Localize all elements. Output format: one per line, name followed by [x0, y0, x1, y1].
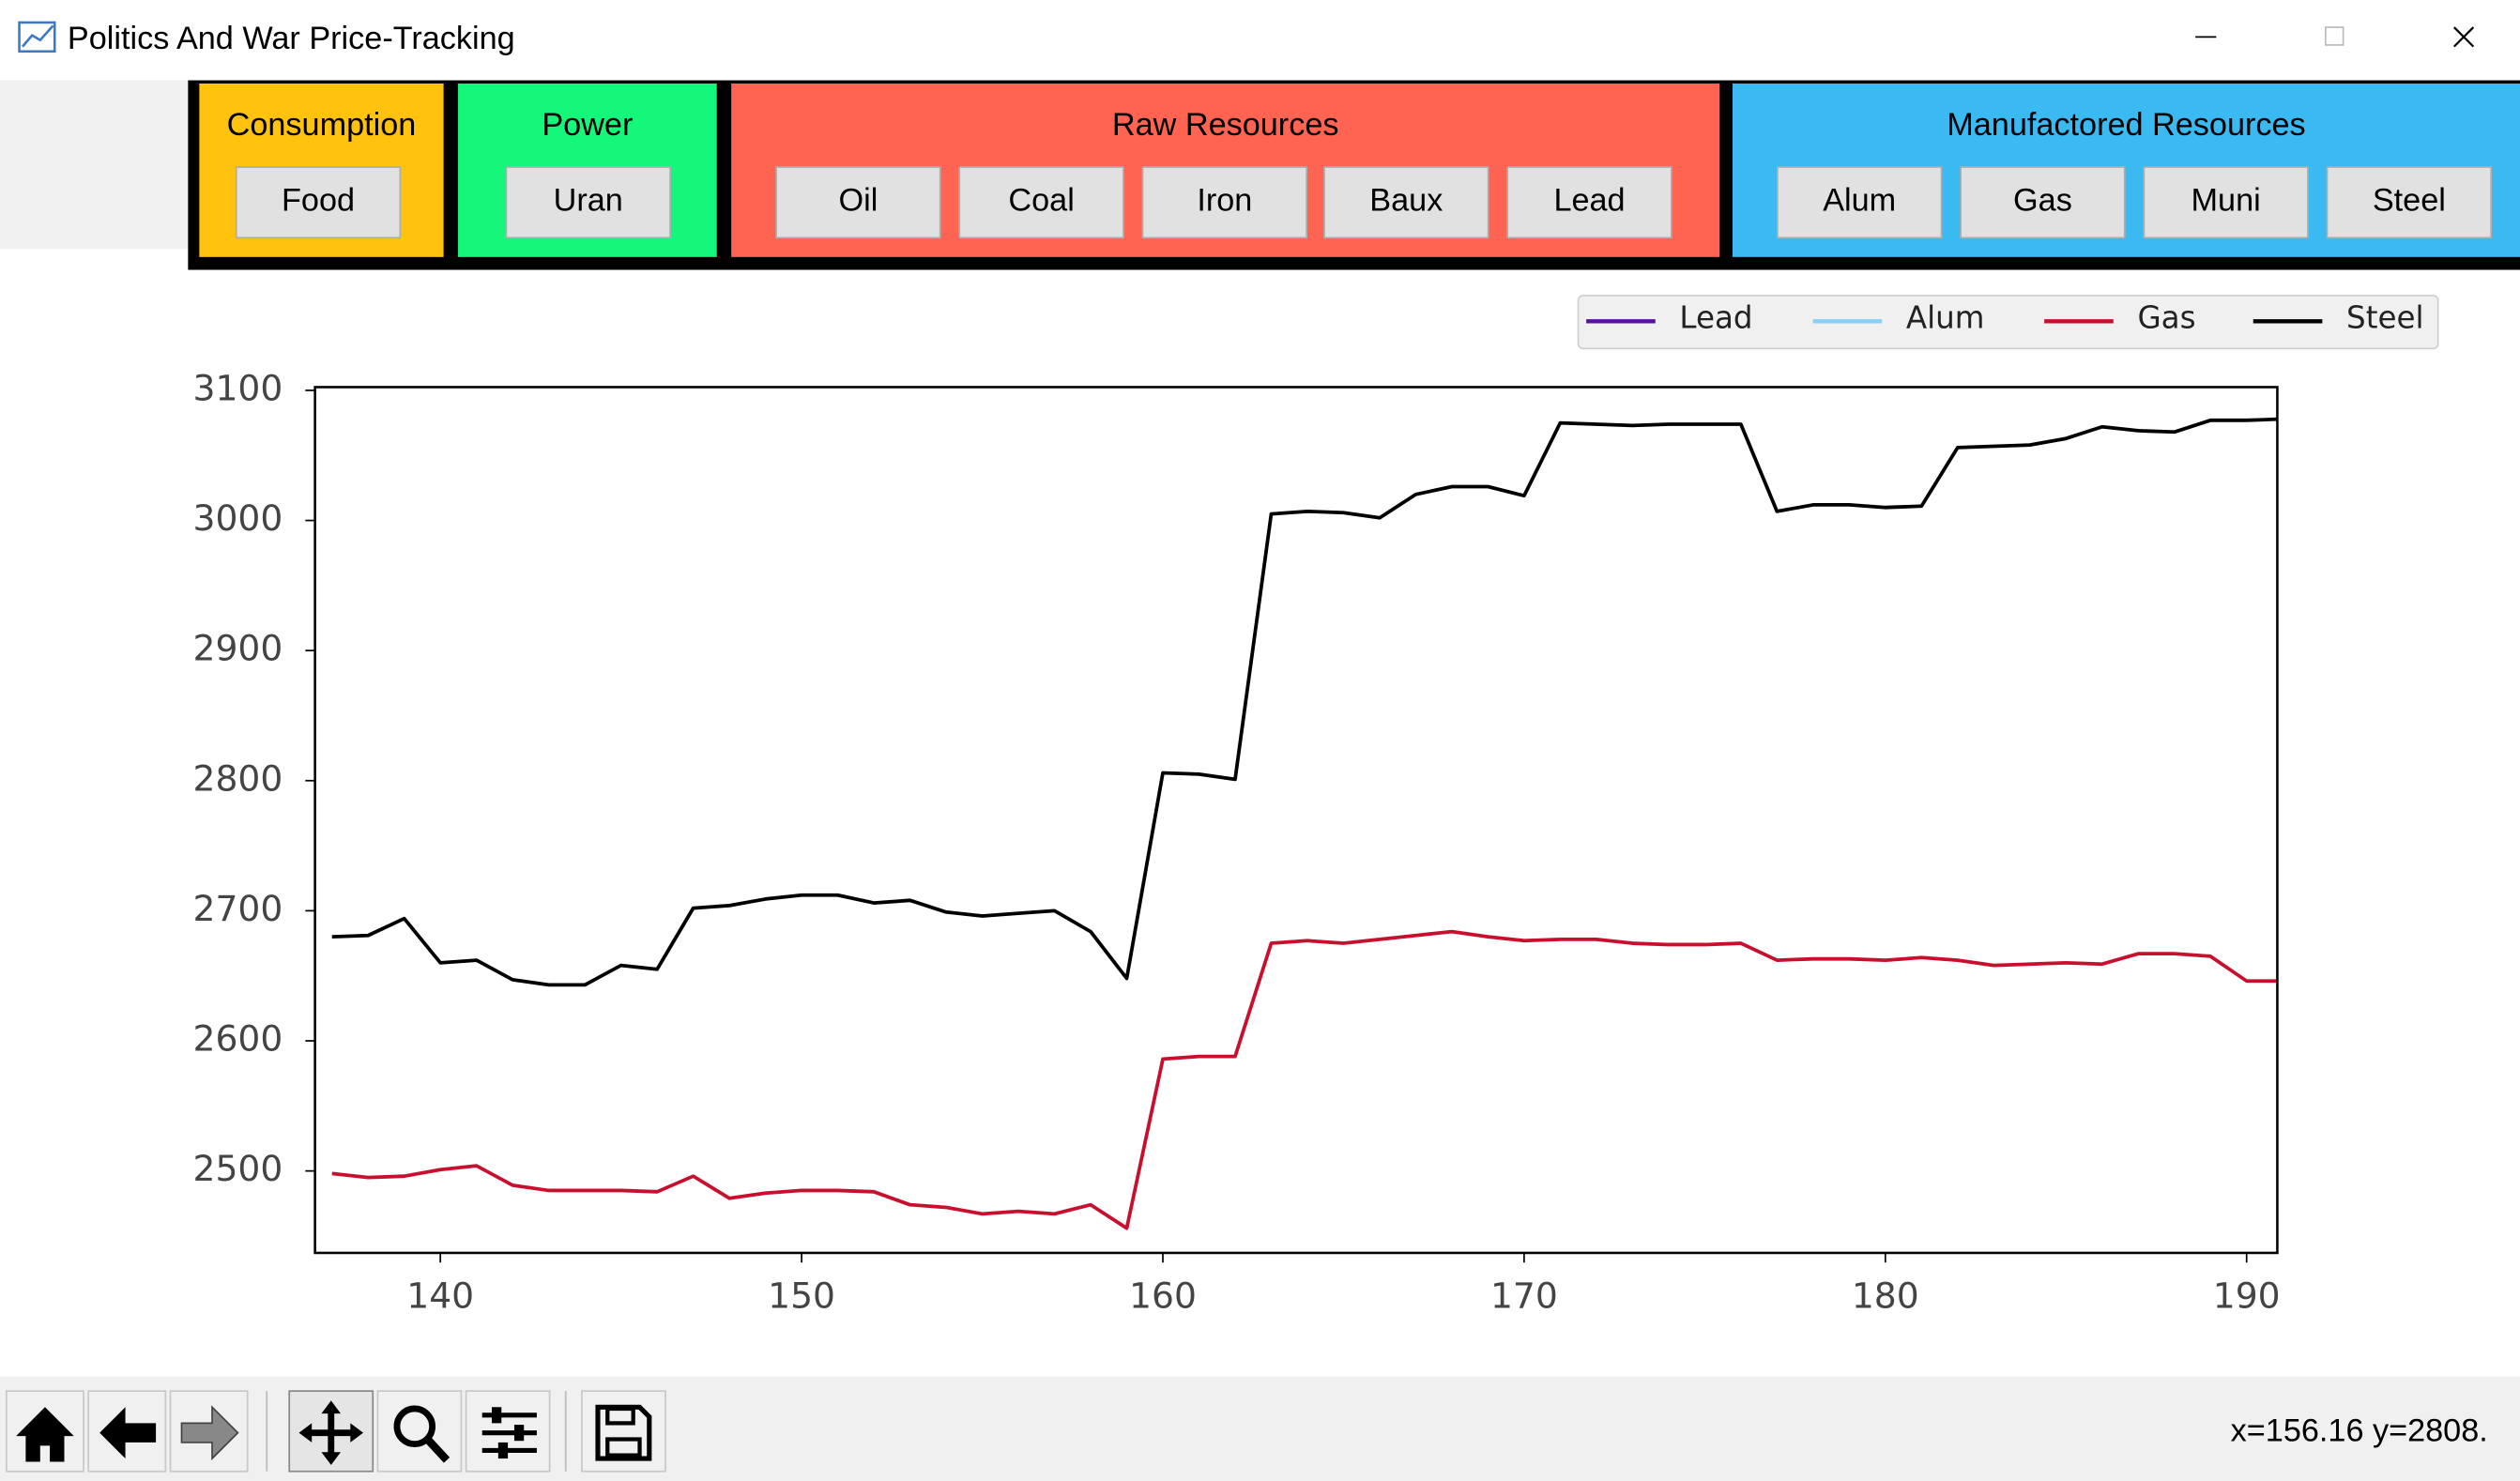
- legend-label: Alum: [1906, 300, 1985, 336]
- group-label: Raw Resources: [1112, 107, 1339, 143]
- button-face: [2143, 166, 2309, 239]
- button-label: Coal: [1008, 183, 1074, 219]
- legend-box: [1577, 295, 2439, 350]
- x-tick-label: 140: [406, 1275, 474, 1316]
- series-line: [331, 929, 2278, 1230]
- button-label: Steel: [2373, 183, 2446, 219]
- configure-button[interactable]: [465, 1390, 551, 1473]
- plot-frame: [313, 386, 2279, 1255]
- resource-button[interactable]: Iron: [1141, 166, 1308, 239]
- save-button[interactable]: [581, 1390, 666, 1473]
- button-label: Uran: [554, 183, 623, 219]
- button-face: [1323, 166, 1489, 239]
- group-label: Consumption: [227, 107, 417, 143]
- maximize-button[interactable]: [2324, 26, 2344, 46]
- resource-button[interactable]: Lead: [1506, 166, 1672, 239]
- x-tick-label: 160: [1129, 1275, 1197, 1316]
- button-label: Gas: [2013, 183, 2072, 219]
- back-button[interactable]: [87, 1390, 167, 1473]
- legend-label: Gas: [2137, 300, 2195, 336]
- button-face: [1141, 166, 1308, 239]
- resource-button[interactable]: Uran: [505, 166, 671, 239]
- home-button[interactable]: [5, 1390, 84, 1473]
- resource-button[interactable]: Gas: [1960, 166, 2126, 239]
- button-face: [1777, 166, 1943, 239]
- y-tick-label: 3000: [193, 497, 283, 539]
- group-label: Power: [542, 107, 633, 143]
- resource-button[interactable]: Oil: [775, 166, 941, 239]
- resource-button[interactable]: Muni: [2143, 166, 2309, 239]
- y-tick-label: 2800: [193, 757, 283, 799]
- forward-button[interactable]: [169, 1390, 249, 1473]
- series-line: [331, 417, 2278, 987]
- group-label: Manufactored Resources: [1947, 107, 2305, 143]
- button-label: Lead: [1553, 183, 1625, 219]
- resource-button[interactable]: Alum: [1777, 166, 1943, 239]
- button-face: [958, 166, 1124, 239]
- y-tick-label: 3100: [193, 367, 283, 408]
- y-tick-label: 2600: [193, 1018, 283, 1060]
- window-title: Politics And War Price-Tracking: [68, 21, 515, 56]
- button-face: [505, 166, 671, 239]
- button-label: Alum: [1823, 183, 1896, 219]
- button-label: Muni: [2192, 183, 2261, 219]
- button-face: [1506, 166, 1672, 239]
- button-face: [2326, 166, 2493, 239]
- y-tick-label: 2500: [193, 1148, 283, 1189]
- button-label: Baux: [1369, 183, 1443, 219]
- button-label: Food: [282, 183, 355, 219]
- y-tick-label: 2700: [193, 888, 283, 929]
- zoom-button[interactable]: [376, 1390, 463, 1473]
- button-label: Oil: [838, 183, 878, 219]
- x-tick-label: 190: [2213, 1275, 2281, 1316]
- button-face: [775, 166, 941, 239]
- y-tick-label: 2900: [193, 628, 283, 669]
- x-tick-label: 180: [1852, 1275, 1919, 1316]
- resource-button[interactable]: Coal: [958, 166, 1124, 239]
- resource-button[interactable]: Food: [235, 166, 402, 239]
- legend-label: Steel: [2346, 300, 2423, 336]
- resource-button[interactable]: Steel: [2326, 166, 2493, 239]
- pan-button[interactable]: [288, 1390, 374, 1473]
- x-tick-label: 170: [1490, 1275, 1558, 1316]
- resource-button[interactable]: Baux: [1323, 166, 1489, 239]
- button-groups: Consumption Food Power Uran Raw Resources Oil…: [199, 83, 2520, 257]
- button-face: [1960, 166, 2126, 239]
- legend-label: Lead: [1679, 300, 1752, 336]
- button-face: [235, 166, 402, 239]
- chart: 2500 2600 2700 2800 2900 3000 3100 140 150 160 170…: [193, 295, 2439, 1316]
- button-label: Iron: [1197, 183, 1252, 219]
- left-panel: [0, 80, 189, 250]
- title-icon: [18, 21, 56, 53]
- x-tick-label: 150: [768, 1275, 835, 1316]
- close-button[interactable]: [2453, 26, 2475, 48]
- cursor-status: x=156.16 y=2808.: [2231, 1413, 2488, 1449]
